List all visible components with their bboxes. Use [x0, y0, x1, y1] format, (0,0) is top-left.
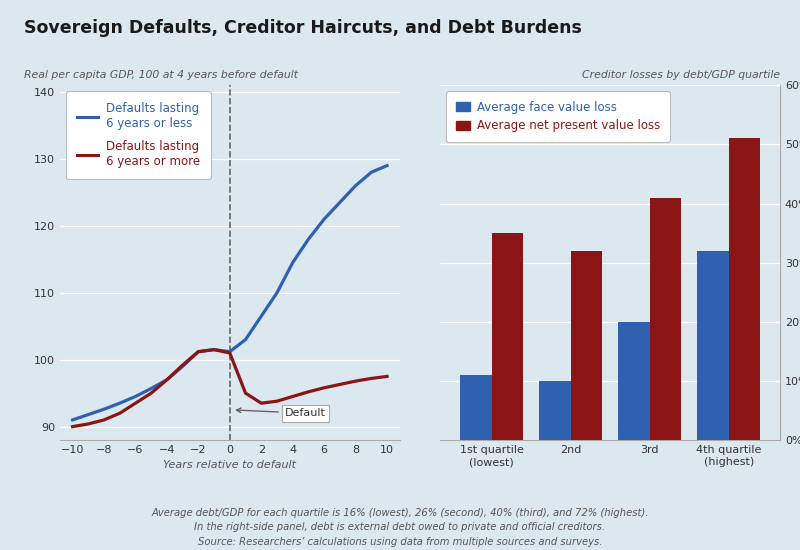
Bar — [697, 251, 729, 440]
Legend: Defaults lasting
6 years or less, Defaults lasting
6 years or more: Defaults lasting 6 years or less, Defaul… — [66, 91, 210, 179]
Legend: Average face value loss, Average net present value loss: Average face value loss, Average net pre… — [446, 91, 670, 142]
Bar — [570, 251, 602, 440]
Text: Default: Default — [237, 408, 326, 418]
Text: Sovereign Defaults, Creditor Haircuts, and Debt Burdens: Sovereign Defaults, Creditor Haircuts, a… — [24, 19, 582, 37]
X-axis label: Years relative to default: Years relative to default — [163, 460, 296, 470]
Bar — [729, 139, 760, 440]
Text: Creditor losses by debt/GDP quartile: Creditor losses by debt/GDP quartile — [582, 70, 780, 80]
Bar — [492, 233, 523, 440]
Bar — [650, 197, 682, 440]
Bar — [539, 381, 570, 440]
Text: Real per capita GDP, 100 at 4 years before default: Real per capita GDP, 100 at 4 years befo… — [24, 70, 298, 80]
Bar — [460, 375, 492, 440]
Text: Average debt/GDP for each quartile is 16% (lowest), 26% (second), 40% (third), a: Average debt/GDP for each quartile is 16… — [151, 508, 649, 547]
Bar — [618, 322, 650, 440]
